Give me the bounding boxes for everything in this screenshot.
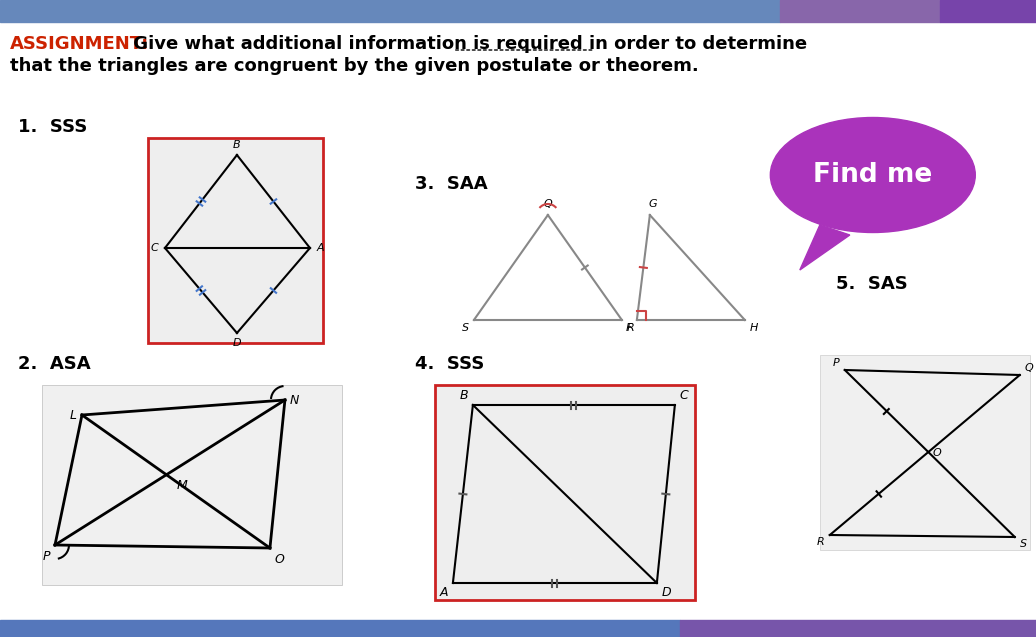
Text: Q: Q — [1025, 363, 1034, 373]
Text: that the triangles are congruent by the given postulate or theorem.: that the triangles are congruent by the … — [10, 57, 698, 75]
Text: R: R — [627, 323, 635, 333]
Text: L: L — [70, 408, 77, 422]
Bar — [0, 0, 780, 22]
Text: O: O — [932, 448, 942, 458]
Text: D: D — [662, 586, 671, 599]
Text: H: H — [750, 323, 758, 333]
Text: S: S — [462, 323, 469, 333]
Text: Give what additional information is required in order to determine: Give what additional information is requ… — [127, 35, 807, 53]
Text: P: P — [42, 550, 50, 563]
Text: B: B — [459, 389, 468, 402]
Text: 2.  ASA: 2. ASA — [18, 355, 90, 373]
Text: G: G — [649, 199, 657, 209]
Text: D: D — [233, 338, 241, 348]
Text: C: C — [150, 243, 157, 253]
Bar — [940, 0, 1036, 22]
Text: R: R — [817, 537, 825, 547]
Text: 1.  SSS: 1. SSS — [18, 118, 87, 136]
Text: Q: Q — [544, 199, 552, 209]
Polygon shape — [800, 225, 850, 270]
Text: 3.  SAA: 3. SAA — [414, 175, 488, 193]
Bar — [42, 385, 342, 585]
Text: F: F — [626, 323, 632, 333]
Bar — [819, 355, 1030, 550]
Bar — [148, 138, 323, 343]
Bar — [680, 620, 1036, 637]
Text: ASSIGNMENT:: ASSIGNMENT: — [10, 35, 149, 53]
Bar — [780, 0, 940, 22]
Text: 5.  SAS: 5. SAS — [836, 275, 908, 293]
Ellipse shape — [771, 117, 975, 233]
Text: A: A — [439, 586, 448, 599]
Text: M: M — [177, 479, 188, 492]
Text: A: A — [317, 243, 324, 253]
Text: 4.  SSS: 4. SSS — [414, 355, 484, 373]
Text: C: C — [680, 389, 689, 402]
Text: S: S — [1019, 539, 1027, 549]
Text: B: B — [233, 140, 240, 150]
Text: P: P — [833, 358, 840, 368]
Bar — [0, 620, 680, 637]
Text: N: N — [290, 394, 299, 406]
Text: Find me: Find me — [813, 162, 932, 188]
Bar — [435, 385, 695, 600]
Text: O: O — [275, 553, 285, 566]
